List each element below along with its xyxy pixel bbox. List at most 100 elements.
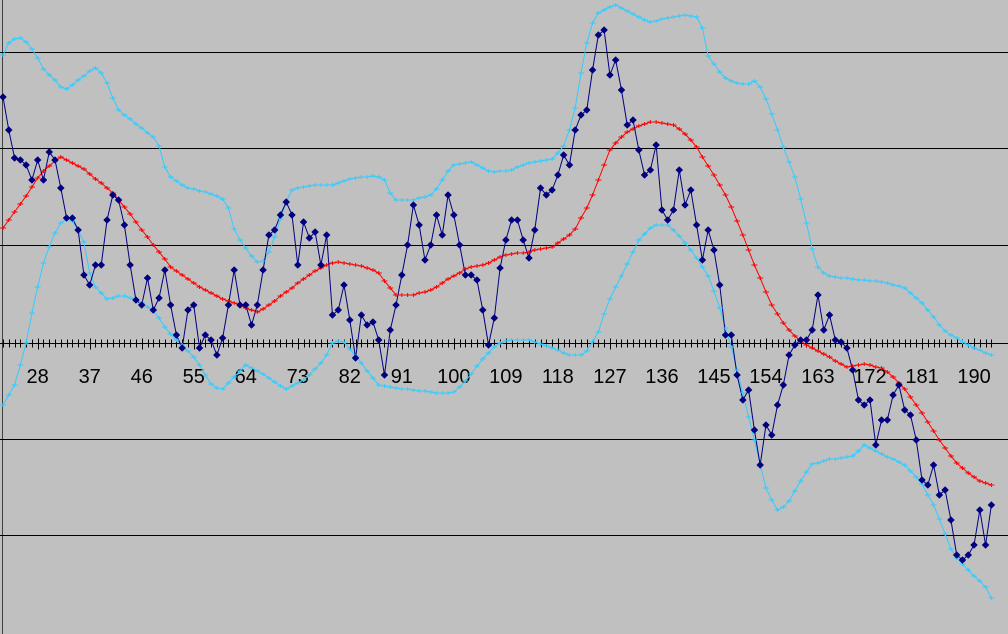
point-marker	[913, 475, 920, 479]
point-marker	[601, 312, 608, 316]
point-marker	[705, 164, 712, 168]
point-marker	[0, 403, 6, 407]
point-marker	[762, 421, 770, 429]
point-marker	[80, 167, 87, 171]
point-marker	[693, 15, 700, 19]
x-tick-label: 73	[287, 366, 309, 388]
point-marker	[589, 193, 596, 197]
point-marker	[912, 436, 921, 444]
point-marker	[179, 273, 186, 277]
point-marker	[630, 127, 637, 131]
point-marker	[768, 303, 775, 307]
point-marker	[843, 276, 850, 280]
point-marker	[277, 384, 284, 388]
point-marker	[364, 369, 371, 373]
point-marker	[947, 516, 955, 524]
point-marker	[738, 396, 747, 404]
point-marker	[173, 179, 180, 183]
point-marker	[832, 359, 839, 363]
point-marker	[907, 469, 914, 473]
point-marker	[658, 206, 666, 214]
point-marker	[161, 165, 168, 169]
point-marker	[809, 247, 816, 251]
point-marker	[808, 326, 817, 334]
point-marker	[572, 227, 579, 231]
point-marker	[57, 155, 64, 159]
point-marker	[0, 226, 6, 230]
point-marker	[329, 341, 336, 345]
point-marker	[744, 386, 753, 394]
point-marker	[438, 231, 447, 239]
point-marker	[404, 198, 411, 202]
point-marker	[421, 195, 428, 199]
point-marker	[33, 156, 42, 164]
point-marker	[468, 372, 475, 376]
point-marker	[942, 329, 949, 333]
point-marker	[375, 271, 382, 275]
point-marker	[375, 175, 382, 179]
point-marker	[682, 241, 689, 245]
point-marker	[549, 245, 556, 249]
point-marker	[28, 176, 36, 184]
point-marker	[854, 396, 863, 404]
point-marker	[179, 183, 186, 187]
point-marker	[901, 387, 908, 391]
point-marker	[439, 178, 446, 182]
point-marker	[39, 176, 48, 184]
point-marker	[439, 281, 446, 285]
point-marker	[120, 221, 129, 229]
point-marker	[311, 228, 319, 236]
point-marker	[855, 449, 862, 453]
point-marker	[341, 179, 348, 183]
point-marker	[461, 271, 470, 279]
point-marker	[289, 188, 295, 192]
point-marker	[416, 291, 423, 295]
point-marker	[901, 286, 908, 290]
point-marker	[600, 26, 608, 34]
point-marker	[786, 499, 793, 503]
point-marker	[34, 56, 41, 60]
point-marker	[497, 341, 504, 345]
point-marker	[161, 325, 168, 329]
point-marker	[988, 596, 995, 600]
point-marker	[40, 261, 47, 265]
point-marker	[543, 158, 550, 162]
point-marker	[716, 183, 723, 187]
point-marker	[514, 165, 521, 169]
point-marker	[11, 383, 18, 387]
point-marker	[17, 363, 24, 367]
point-marker	[768, 112, 775, 116]
point-marker	[86, 172, 93, 176]
point-marker	[288, 211, 296, 219]
point-marker	[930, 503, 937, 507]
point-marker	[115, 108, 122, 112]
point-marker	[380, 371, 389, 379]
point-marker	[357, 311, 366, 319]
point-marker	[623, 121, 632, 129]
point-marker	[69, 83, 76, 87]
point-marker	[549, 346, 556, 350]
point-marker	[716, 70, 723, 74]
point-marker	[115, 294, 122, 298]
x-tick-label: 37	[79, 366, 101, 388]
point-marker	[884, 370, 891, 374]
point-marker	[98, 71, 105, 75]
point-marker	[202, 190, 209, 194]
point-marker	[497, 169, 504, 173]
point-marker	[589, 21, 596, 25]
point-marker	[825, 311, 834, 319]
point-marker	[734, 219, 741, 223]
point-marker	[271, 235, 278, 239]
point-marker	[653, 120, 660, 124]
point-marker	[300, 185, 307, 189]
point-marker	[502, 339, 509, 343]
point-marker	[381, 384, 388, 388]
point-marker	[578, 353, 584, 357]
point-marker	[80, 240, 87, 244]
point-marker	[982, 585, 989, 589]
point-marker	[588, 66, 597, 74]
point-marker	[676, 14, 683, 18]
point-marker	[484, 341, 493, 349]
point-marker	[780, 505, 787, 509]
